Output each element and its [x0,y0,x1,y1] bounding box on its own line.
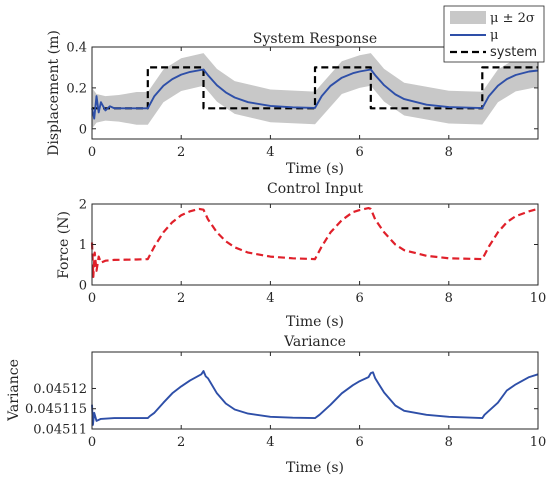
series-line-s1 [91,68,539,120]
panel-control-input: 0 2 4 6 8 10 0 1 2 Control Input Time (s) Force … [56,181,546,330]
y-tick-label: 1 [79,238,87,253]
y-tick-label: 0 [79,279,87,294]
y-tick-label: 0 [79,122,87,137]
series-line-s0 [91,370,539,426]
x-tick-label: 4 [266,145,274,160]
series-line-s0 [90,207,539,278]
legend-label-system: system [490,45,537,60]
x-tick-label: 6 [355,291,363,306]
y-tick-label: 0.4 [66,41,87,56]
x-tick-label: 6 [355,145,363,160]
x-tick-label: 0 [88,145,96,160]
x-tick-label: 8 [445,435,453,450]
control-input-ticks: 0 2 4 6 8 10 0 1 2 [79,198,547,307]
x-tick-label: 10 [530,291,547,306]
x-tick-label: 8 [445,291,453,306]
y-tick-label: 0.2 [66,81,87,96]
legend-swatch-band [450,11,486,24]
x-tick-label: 4 [266,291,274,306]
variance-title: Variance [283,334,346,350]
variance-axes-box [91,351,539,430]
panel-system-response: 0 2 4 6 8 0 0.2 0.4 System Response Time (s) Di… [46,5,545,177]
system-response-axes-box [91,46,539,140]
control-input-axes-box [91,203,539,286]
control-input-plot-area [90,207,539,278]
y-tick-label: 2 [79,198,87,213]
variance-ticks: 0 2 4 6 8 10 0.04511 0.045115 0.04512 [25,352,546,450]
x-tick-label: 4 [266,435,274,450]
series-line-system [92,66,538,110]
x-tick-label: 0 [88,291,96,306]
x-tick-label: 2 [177,145,185,160]
control-input-title: Control Input [267,181,363,197]
y-tick-label: 0.045115 [25,402,87,417]
system-response-ylabel: Displacement (m) [46,30,62,156]
variance-plot-area [91,370,539,426]
control-input-ylabel: Force (N) [56,211,72,279]
variance-ylabel: Variance [6,359,22,422]
x-tick-label: 2 [177,435,185,450]
x-tick-label: 0 [88,435,96,450]
x-tick-label: 10 [530,435,547,450]
x-tick-label: 2 [177,291,185,306]
x-tick-label: 6 [355,435,363,450]
panel-variance: 0 2 4 6 8 10 0.04511 0.045115 0.04512 Variance T… [6,334,546,476]
x-tick-label: 8 [445,145,453,160]
legend-label-mean: μ [490,28,498,43]
system-response-xlabel: Time (s) [286,161,344,177]
y-tick-label: 0.04511 [33,423,87,438]
system-response-title: System Response [253,31,377,47]
legend-label-band: μ ± 2σ [490,11,535,26]
system-response-plot-area [91,53,539,129]
control-input-xlabel: Time (s) [286,314,344,330]
variance-xlabel: Time (s) [286,460,344,476]
system-response-legend: μ ± 2σ μ system [443,5,545,63]
y-tick-label: 0.04512 [33,382,87,397]
